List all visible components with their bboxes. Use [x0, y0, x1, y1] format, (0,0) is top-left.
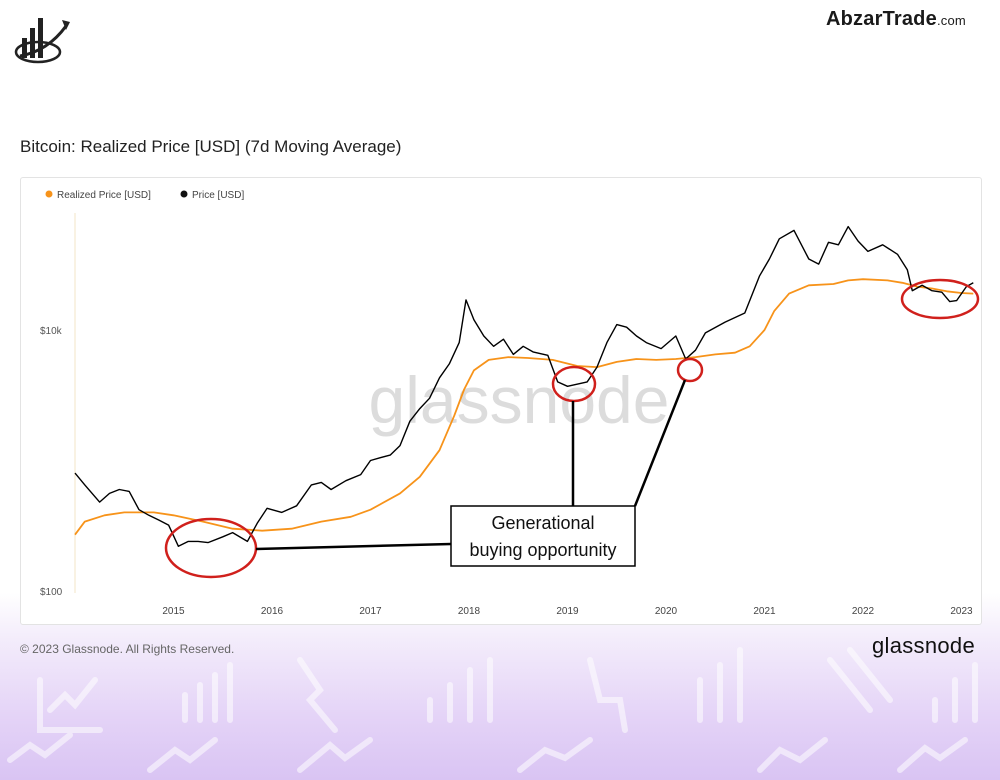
y-tick-label: $100: [40, 587, 63, 598]
copyright-text: © 2023 Glassnode. All Rights Reserved.: [20, 642, 235, 656]
chart-panel: glassnode Realized Price [USD] Price [US…: [20, 177, 982, 625]
chart-title: Bitcoin: Realized Price [USD] (7d Moving…: [20, 137, 402, 156]
legend-realized-dot: [45, 190, 53, 198]
x-tick-label: 2023: [950, 606, 973, 617]
price-line: [74, 225, 974, 547]
legend-realized-label: Realized Price [USD]: [57, 190, 151, 201]
site-logo-icon: [14, 18, 70, 64]
y-tick-label: $10k: [40, 326, 63, 337]
annotation-box: Generational buying opportunity: [450, 505, 636, 567]
glassnode-logo[interactable]: glassnode: [872, 633, 975, 658]
legend[interactable]: Realized Price [USD] Price [USD]: [45, 190, 245, 201]
legend-price-label: Price [USD]: [192, 190, 244, 201]
x-tick-label: 2016: [261, 606, 284, 617]
watermark: glassnode: [369, 363, 670, 437]
x-tick-label: 2017: [359, 606, 382, 617]
background-decoration: [7, 647, 978, 773]
annotation-connectors: [255, 379, 687, 551]
x-tick-label: 2021: [753, 606, 776, 617]
legend-price-dot: [180, 190, 188, 198]
site-brand[interactable]: AbzarTrade.com: [826, 8, 966, 30]
x-tick-label: 2022: [852, 606, 875, 617]
x-tick-label: 2020: [655, 606, 678, 617]
price-chart: glassnode Realized Price [USD] Price [US…: [40, 190, 980, 617]
highlight-circle-2022: [900, 278, 980, 320]
y-axis: $100 $10k: [40, 326, 63, 598]
x-tick-label: 2019: [556, 606, 579, 617]
annotation-line1: Generational: [491, 513, 594, 533]
highlight-circle-2020: [676, 357, 704, 383]
x-tick-label: 2015: [162, 606, 185, 617]
x-axis: 2015 2016 2017 2018 2019 2020 2021 2022 2023: [162, 606, 973, 617]
x-tick-label: 2018: [458, 606, 481, 617]
highlight-circle-2015: [164, 517, 258, 579]
annotation-line2: buying opportunity: [469, 540, 616, 560]
